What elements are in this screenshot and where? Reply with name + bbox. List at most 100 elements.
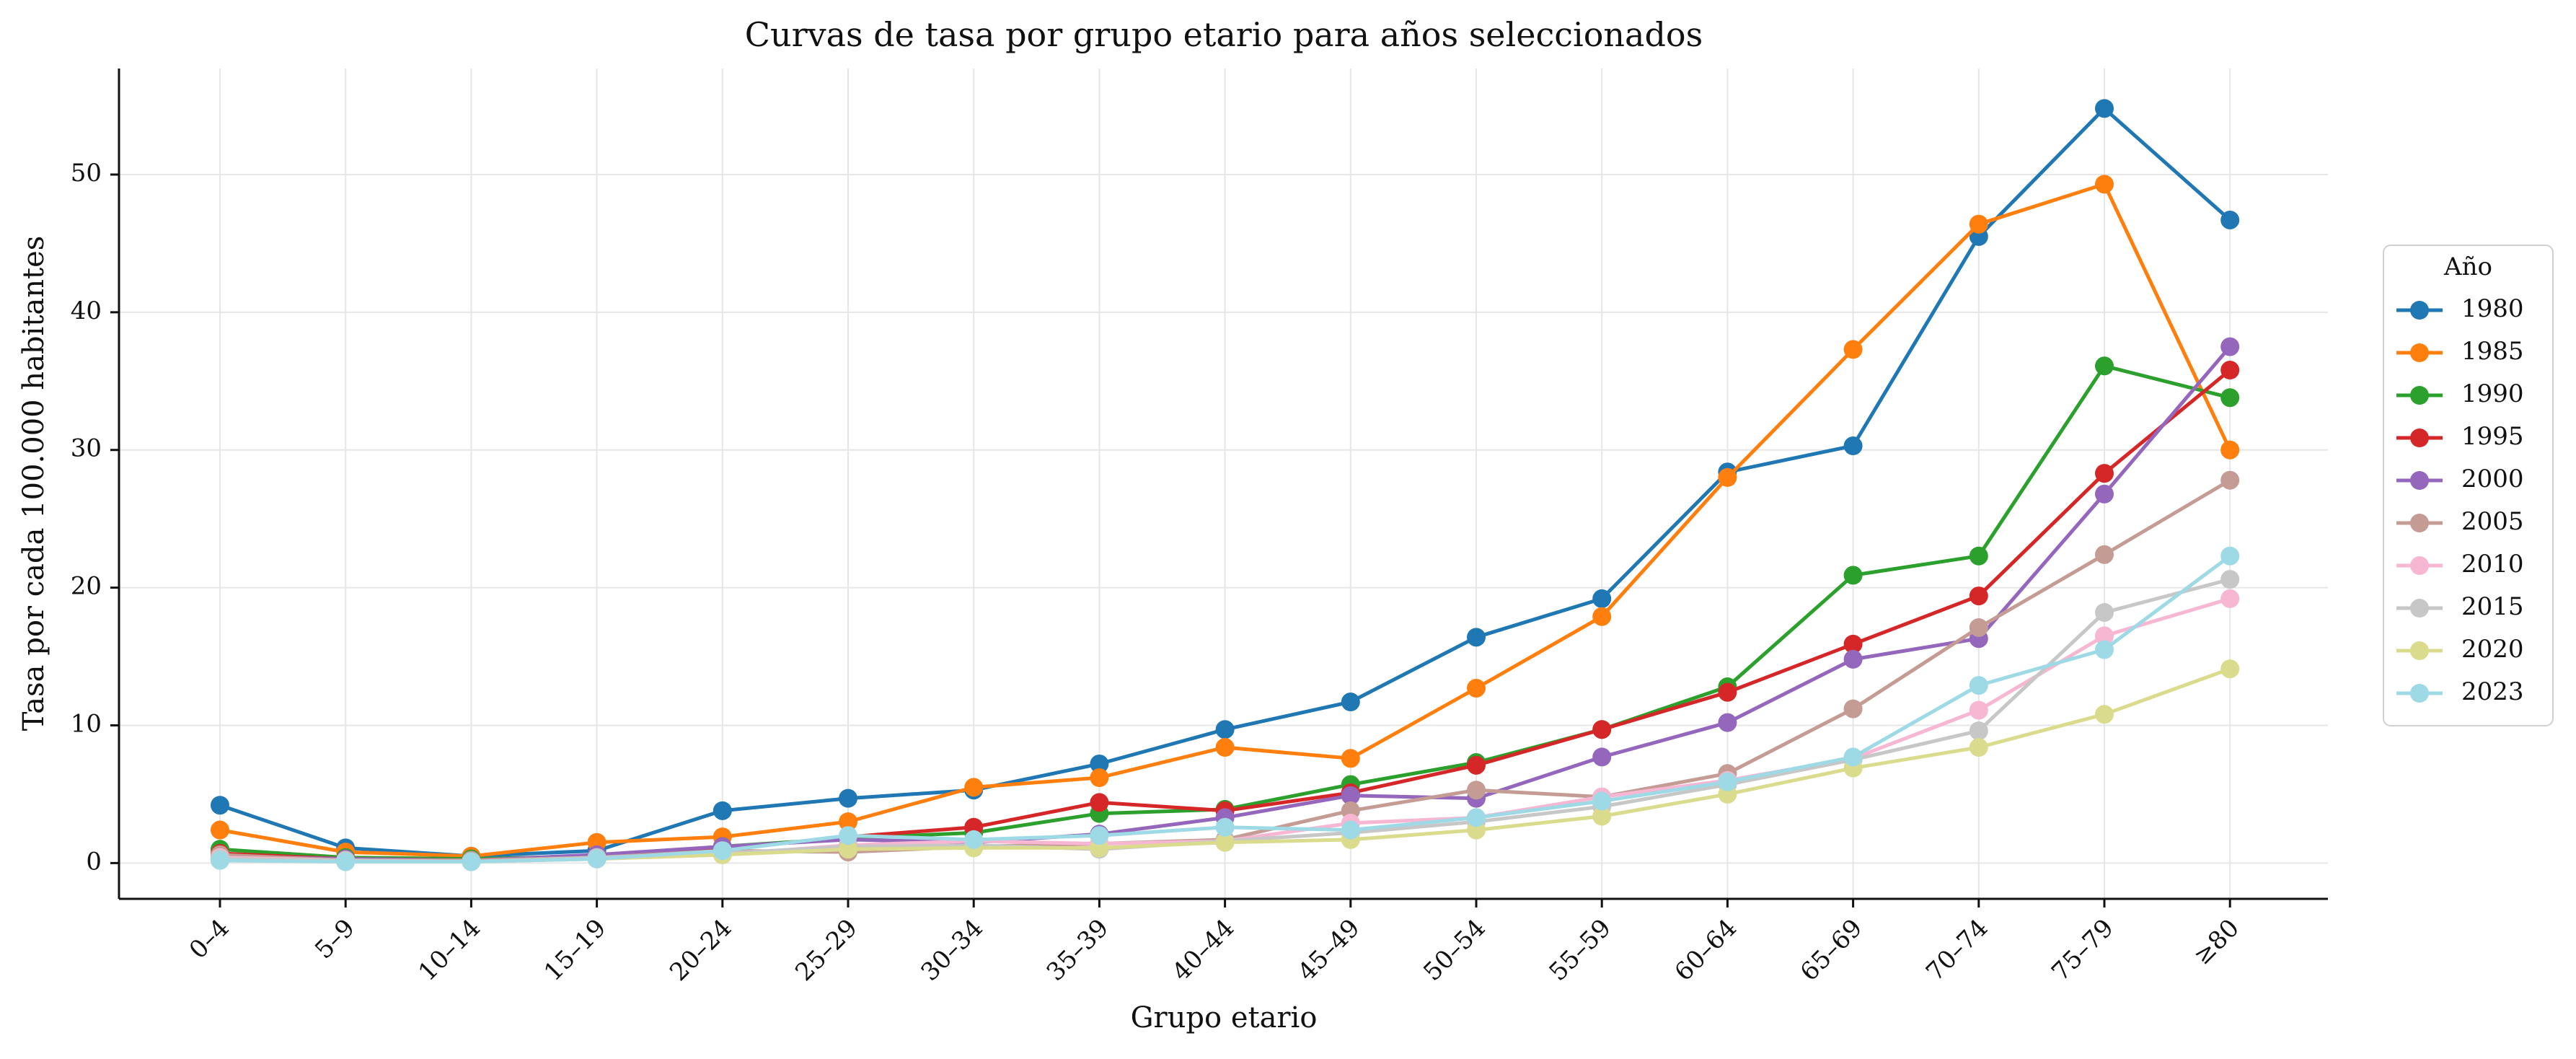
y-tick-label: 0 (86, 847, 102, 876)
y-tick-label: 50 (71, 159, 102, 188)
data-point-2023 (964, 830, 984, 849)
data-point-2000 (1341, 786, 1360, 805)
y-tick-label: 10 (71, 709, 102, 738)
data-point-2023 (1969, 676, 1988, 695)
data-point-2020 (2220, 659, 2240, 679)
legend-swatch-marker (2410, 641, 2429, 660)
legend-label: 1990 (2461, 379, 2524, 408)
legend-swatch-marker (2410, 471, 2429, 490)
legend: Año 1980 1985 1990 1995 2000 2005 2010 2015 2020 2… (2383, 245, 2554, 726)
data-point-2023 (1592, 791, 1612, 811)
legend-swatch-marker (2410, 556, 2429, 575)
data-point-2023 (1718, 772, 1737, 791)
legend-swatch-marker (2410, 684, 2429, 703)
data-point-2023 (839, 826, 857, 845)
data-point-2000 (2220, 337, 2240, 356)
data-point-2023 (2095, 640, 2114, 659)
data-point-2005 (2220, 470, 2240, 490)
data-point-2023 (1215, 817, 1235, 837)
data-point-1995 (1592, 720, 1612, 739)
data-point-1995 (1718, 682, 1737, 702)
legend-label: 2015 (2461, 592, 2524, 621)
data-point-1990 (2220, 388, 2240, 408)
data-point-1995 (2095, 464, 2114, 483)
data-point-2000 (2095, 484, 2114, 504)
data-point-2023 (713, 841, 732, 861)
y-tick-label: 20 (71, 572, 102, 601)
legend-item-1980: 1980 (2396, 294, 2524, 323)
legend-label: 2020 (2461, 635, 2524, 664)
chart-title: Curvas de tasa por grupo etario para año… (745, 15, 1703, 54)
legend-label: 1980 (2461, 294, 2524, 323)
x-axis-label: Grupo etario (1131, 1001, 1318, 1034)
data-point-2023 (1843, 747, 1863, 767)
data-point-1985 (2095, 175, 2114, 194)
data-point-2010 (2220, 589, 2240, 608)
data-point-2015 (2220, 570, 2240, 589)
data-point-2015 (1969, 721, 1988, 741)
data-point-2005 (2095, 545, 2114, 564)
data-point-1985 (1718, 467, 1737, 487)
data-point-2020 (839, 840, 857, 859)
legend-item-1990: 1990 (2396, 379, 2524, 408)
data-point-1985 (1467, 678, 1486, 698)
data-point-2023 (587, 849, 606, 869)
data-point-2023 (1341, 820, 1360, 840)
data-point-2005 (1467, 781, 1486, 800)
data-point-1985 (1341, 749, 1360, 768)
series-2023 (211, 546, 2240, 871)
legend-item-2005: 2005 (2396, 507, 2524, 536)
data-point-1985 (964, 778, 984, 797)
data-point-1985 (211, 820, 229, 840)
data-point-2005 (1969, 618, 1988, 637)
data-point-2023 (336, 852, 356, 871)
data-point-1980 (1843, 436, 1863, 456)
data-point-1995 (1467, 755, 1486, 775)
legend-swatch-marker (2410, 599, 2429, 618)
data-point-1980 (1090, 754, 1109, 773)
data-point-2023 (211, 851, 229, 870)
legend-swatch-marker (2410, 514, 2429, 532)
legend-title: Año (2443, 252, 2492, 281)
data-point-2015 (2095, 602, 2114, 622)
data-point-1980 (211, 796, 229, 815)
legend-item-2023: 2023 (2396, 677, 2524, 706)
legend-label: 1985 (2461, 337, 2524, 366)
data-point-1985 (1592, 607, 1612, 626)
data-point-2023 (1467, 808, 1486, 827)
legend-item-1995: 1995 (2396, 422, 2524, 451)
data-point-1985 (1090, 768, 1109, 788)
data-point-2010 (1969, 700, 1988, 720)
legend-label: 2023 (2461, 677, 2524, 706)
legend-item-2010: 2010 (2396, 550, 2524, 579)
legend-swatch-marker (2410, 429, 2429, 447)
legend-item-2015: 2015 (2396, 592, 2524, 621)
y-tick-label: 40 (71, 296, 102, 325)
data-point-1980 (1592, 589, 1612, 608)
legend-swatch-marker (2410, 343, 2429, 362)
data-point-1985 (1969, 214, 1988, 234)
data-point-2000 (1592, 747, 1612, 767)
data-point-1980 (713, 801, 732, 820)
legend-label: 2010 (2461, 550, 2524, 579)
data-point-1980 (1215, 720, 1235, 739)
data-point-1980 (1341, 693, 1360, 712)
data-point-2023 (462, 852, 481, 871)
data-point-1980 (839, 788, 857, 808)
data-point-2023 (2220, 546, 2240, 566)
data-point-1995 (2220, 361, 2240, 380)
data-point-1985 (1843, 340, 1863, 359)
data-point-2000 (1843, 649, 1863, 669)
data-point-1995 (1843, 634, 1863, 654)
data-point-2005 (1843, 699, 1863, 719)
data-point-1985 (839, 812, 857, 832)
legend-label: 1995 (2461, 422, 2524, 451)
data-point-2020 (1215, 832, 1235, 852)
data-point-1990 (1843, 566, 1863, 585)
data-point-1980 (1467, 628, 1486, 647)
data-point-1980 (2095, 99, 2114, 118)
data-point-1985 (1215, 738, 1235, 757)
legend-item-2020: 2020 (2396, 635, 2524, 664)
y-tick-label: 30 (71, 434, 102, 463)
